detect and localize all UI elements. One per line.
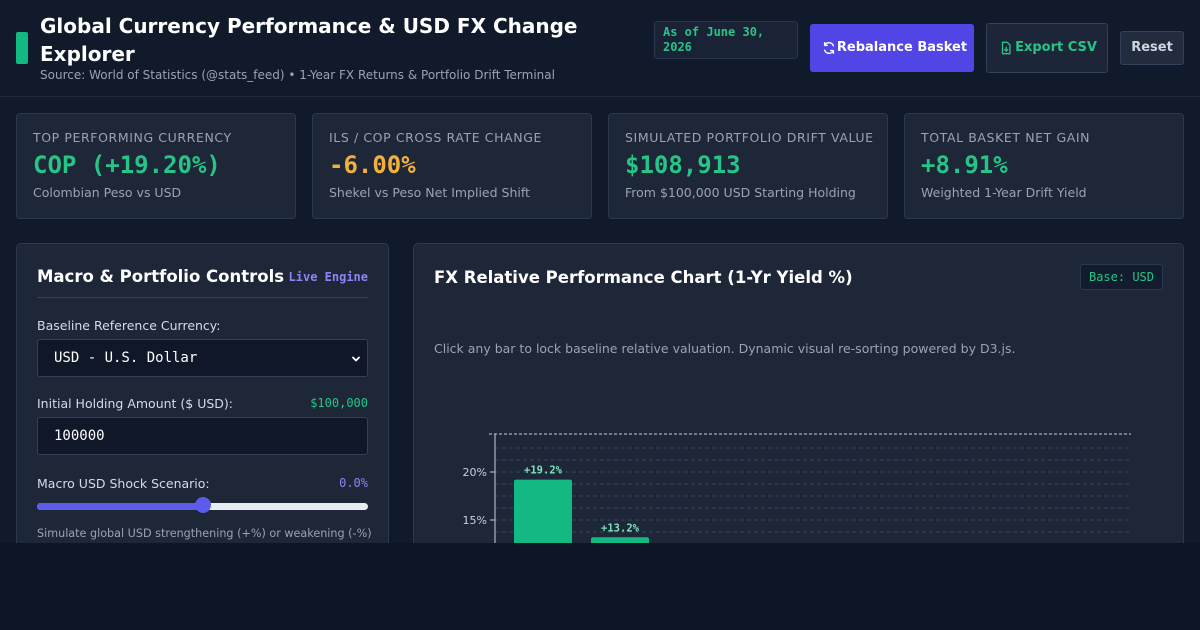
kpi-top-performer: TOP PERFORMING CURRENCY COP (+19.20%) Co…	[16, 113, 296, 219]
bar-data-label: +19.2%	[524, 465, 563, 477]
usd-shock-slider-fill	[37, 503, 203, 510]
baseline-currency-select[interactable]: USD - U.S. Dollar	[37, 339, 368, 377]
page-title: Global Currency Performance & USD FX Cha…	[40, 14, 578, 66]
holding-amount-label: Initial Holding Amount ($ USD):	[37, 396, 234, 411]
kpi-label: TOP PERFORMING CURRENCY	[33, 130, 232, 145]
kpi-value: COP (+19.20%)	[33, 151, 221, 179]
kpi-subtext: Shekel vs Peso Net Implied Shift	[329, 185, 530, 200]
base-currency-badge: Base: USD	[1079, 264, 1163, 290]
kpi-label: SIMULATED PORTFOLIO DRIFT VALUE	[625, 130, 874, 145]
export-csv-label: Export CSV	[1015, 40, 1097, 55]
kpi-portfolio-drift: SIMULATED PORTFOLIO DRIFT VALUE $108,913…	[608, 113, 888, 219]
chart-title: FX Relative Performance Chart (1-Yr Yiel…	[434, 268, 853, 287]
chart-panel: FX Relative Performance Chart (1-Yr Yiel…	[413, 243, 1184, 543]
kpi-subtext: Weighted 1-Year Drift Yield	[921, 185, 1087, 200]
kpi-value: -6.00%	[329, 151, 416, 179]
controls-panel-title: Macro & Portfolio Controls	[37, 267, 285, 286]
kpi-basket-gain: TOTAL BASKET NET GAIN +8.91% Weighted 1-…	[904, 113, 1184, 219]
rebalance-basket-label: Rebalance Basket	[836, 40, 968, 55]
holding-amount-display: $100,000	[310, 396, 368, 410]
rebalance-basket-button[interactable]: Rebalance Basket	[810, 24, 974, 72]
chart-instructions: Click any bar to lock baseline relative …	[434, 341, 1016, 356]
baseline-currency-value: USD - U.S. Dollar	[54, 350, 198, 366]
page-background	[0, 543, 1200, 630]
page-subtitle: Source: World of Statistics (@stats_feed…	[40, 68, 555, 82]
holding-amount-value: 100000	[54, 428, 105, 444]
usd-shock-display: 0.0%	[339, 476, 368, 490]
file-download-icon	[1001, 41, 1011, 55]
controls-panel: Macro & Portfolio Controls Live Engine B…	[16, 243, 389, 543]
kpi-value: $108,913	[625, 151, 741, 179]
y-tick-label: 15%	[463, 514, 487, 527]
y-tick-label: 20%	[463, 466, 487, 479]
kpi-subtext: Colombian Peso vs USD	[33, 185, 182, 200]
kpi-label: ILS / COP CROSS RATE CHANGE	[329, 130, 542, 145]
baseline-currency-label: Baseline Reference Currency:	[37, 318, 221, 333]
as-of-date-badge: As of June 30, 2026	[654, 21, 798, 59]
bar-data-label: +13.2%	[601, 522, 640, 534]
chart-bar	[591, 537, 649, 543]
refresh-icon	[823, 42, 835, 54]
chevron-down-icon	[352, 356, 360, 362]
fx-performance-chart: 20% 15% +19.2% +13.2%	[463, 433, 1131, 543]
header: Global Currency Performance & USD FX Cha…	[0, 0, 1200, 97]
kpi-label: TOTAL BASKET NET GAIN	[921, 130, 1091, 145]
controls-panel-header: Macro & Portfolio Controls Live Engine	[37, 264, 368, 298]
kpi-subtext: From $100,000 USD Starting Holding	[625, 185, 856, 200]
brand-accent-bar	[16, 32, 28, 64]
kpi-cross-rate: ILS / COP CROSS RATE CHANGE -6.00% Sheke…	[312, 113, 592, 219]
kpi-value: +8.91%	[921, 151, 1008, 179]
holding-amount-input[interactable]: 100000	[37, 417, 368, 455]
usd-shock-label: Macro USD Shock Scenario:	[37, 476, 210, 491]
usd-shock-slider-handle[interactable]	[194, 497, 211, 513]
live-engine-badge: Live Engine	[288, 269, 368, 284]
reset-button[interactable]: Reset	[1120, 31, 1184, 65]
usd-shock-hint: Simulate global USD strengthening (+%) o…	[37, 527, 372, 540]
chart-bar	[514, 479, 572, 543]
app-window: Global Currency Performance & USD FX Cha…	[0, 0, 1200, 543]
export-csv-button[interactable]: Export CSV	[986, 23, 1108, 73]
